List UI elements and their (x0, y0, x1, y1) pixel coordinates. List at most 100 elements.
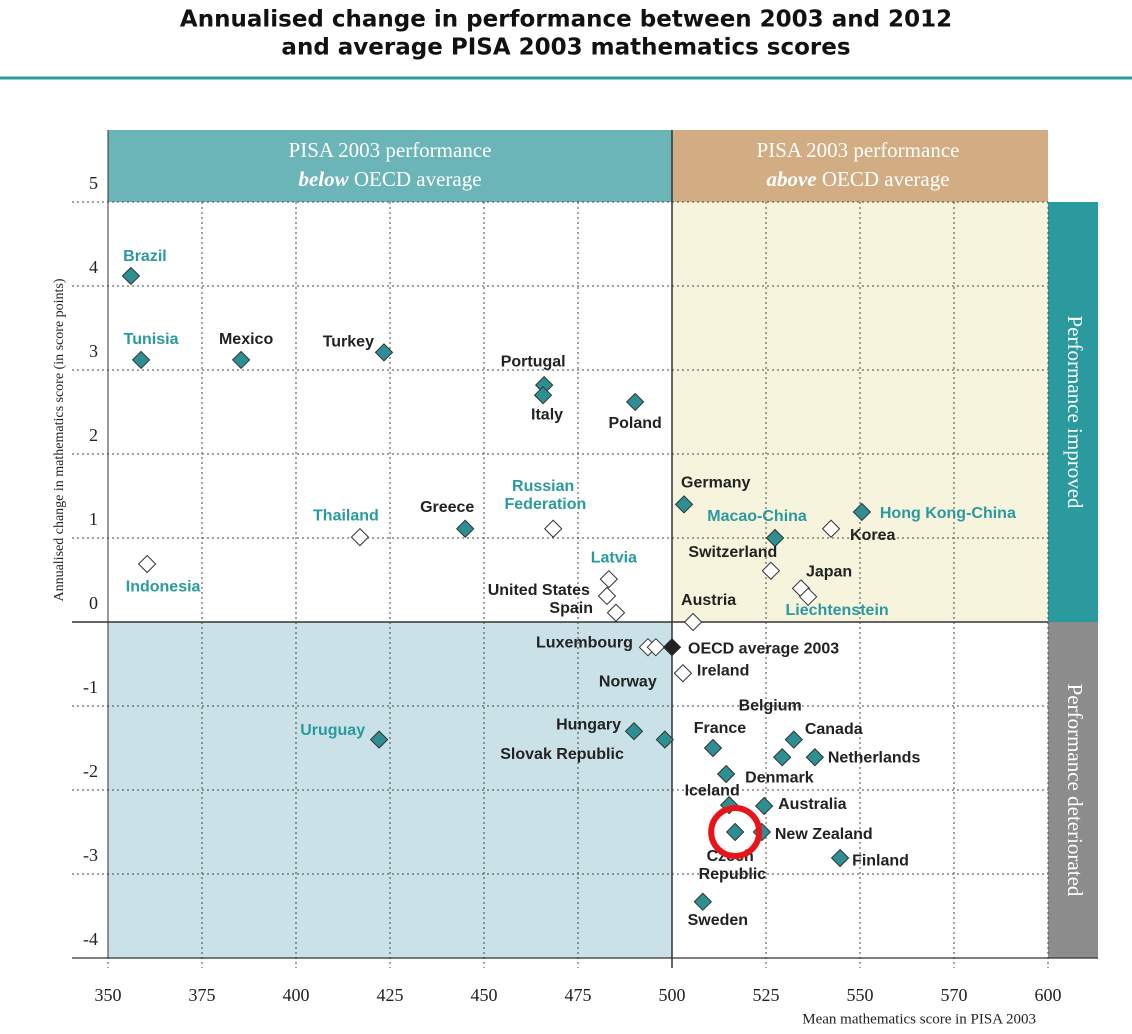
x-tick-label: 350 (95, 985, 122, 1005)
point (646, 637, 666, 657)
point-label: Thailand (313, 507, 379, 524)
point-label: Indonesia (126, 578, 201, 595)
point-label: Denmark (745, 769, 814, 786)
point (683, 612, 703, 632)
point-label: Luxembourg (536, 634, 633, 651)
x-tick-label: 600 (1035, 985, 1062, 1005)
point (606, 603, 626, 622)
point (703, 738, 723, 758)
point-label: Iceland (685, 782, 740, 799)
point-label: Brazil (123, 248, 167, 265)
point-label: Switzerland (688, 544, 777, 561)
point-label: Latvia (591, 549, 637, 566)
point-label: Mexico (219, 331, 273, 348)
point (798, 587, 818, 607)
y-tick-label: -2 (83, 761, 98, 781)
point-label: Netherlands (828, 749, 921, 766)
point-label: Germany (681, 475, 750, 492)
x-tick-label: 450 (471, 985, 498, 1005)
point-label: Australia (778, 796, 847, 813)
point-label: Russian Federation (500, 478, 586, 513)
point-label: Austria (681, 592, 736, 609)
point-label: Italy (531, 406, 563, 423)
point-label: Slovak Republic (500, 746, 624, 763)
y-tick-label: -3 (83, 845, 98, 865)
y-tick-label: 4 (89, 257, 98, 277)
point (674, 495, 694, 514)
chart-title: Annualised change in performance between… (180, 7, 952, 33)
label-line: Federation (500, 496, 586, 513)
point (784, 730, 804, 749)
point-label: Poland (608, 415, 661, 432)
x-tick-label: 475 (565, 985, 592, 1005)
label-line: Republic (694, 866, 766, 883)
header-text: below OECD average (298, 167, 481, 191)
y-tick-label: 0 (89, 593, 98, 613)
y-axis-label: Annualised change in mathematics score (… (52, 278, 67, 601)
header-right (672, 130, 1048, 202)
point-label: New Zealand (775, 826, 873, 843)
point (374, 343, 394, 362)
point-label: Korea (850, 527, 895, 544)
point (772, 748, 792, 767)
x-tick-label: 500 (659, 985, 686, 1005)
point-label: Turkey (323, 334, 374, 351)
point-label: Macao-China (707, 508, 807, 525)
point (369, 730, 389, 749)
y-tick-label: 2 (89, 425, 98, 445)
point-label: Spain (549, 600, 593, 617)
point-label: Belgium (739, 697, 802, 714)
header-text: PISA 2003 performance (289, 138, 492, 162)
header-emph: below (298, 167, 349, 191)
point (693, 892, 713, 911)
point-label: Sweden (688, 912, 748, 929)
point (599, 569, 619, 589)
y-tick-label: 5 (89, 173, 98, 193)
side-label: Performance improved (1063, 315, 1087, 509)
side-band-top (1048, 202, 1098, 622)
point-label: Hungary (556, 716, 621, 733)
point (765, 528, 785, 548)
header-text: above OECD average (766, 167, 949, 191)
point-label: Canada (805, 721, 863, 738)
point (852, 502, 872, 522)
point (716, 764, 736, 784)
x-tick-label: 550 (847, 985, 874, 1005)
point (131, 350, 151, 370)
point (662, 637, 682, 657)
point (655, 730, 675, 749)
y-tick-label: -1 (83, 677, 98, 697)
point-label: Liechtenstein (786, 602, 889, 619)
point (725, 822, 745, 842)
point (597, 586, 617, 606)
y-tick-label: 1 (89, 509, 98, 529)
point (754, 796, 774, 816)
point (350, 527, 370, 547)
point-label: Portugal (501, 353, 566, 370)
point (231, 350, 251, 370)
point-label: Norway (599, 673, 657, 690)
x-tick-label: 400 (283, 985, 310, 1005)
y-tick-label: -4 (83, 929, 98, 949)
x-tick-label: 375 (189, 985, 216, 1005)
point (761, 561, 781, 580)
x-tick-label: 570 (941, 985, 968, 1005)
header-text: PISA 2003 performance (757, 138, 960, 162)
point-label: France (694, 720, 747, 737)
point (625, 392, 645, 412)
x-axis-label: Mean mathematics score in PISA 2003 (802, 1011, 1036, 1027)
header-emph: above (766, 167, 816, 191)
point-label: Japan (806, 564, 852, 581)
label-line: Russian (512, 478, 574, 495)
grid: -4 -3 -2 -1 0 1 2 3 4 5 350 375 400 425 450 475 500 525 55… (72, 130, 1098, 1005)
point (673, 664, 693, 683)
x-tick-label: 525 (753, 985, 780, 1005)
point (821, 519, 841, 538)
point (624, 721, 644, 741)
point-label: Ireland (697, 662, 749, 679)
point (805, 748, 825, 767)
point-label: Greece (420, 499, 474, 516)
point (543, 519, 563, 538)
point-label: United States (488, 582, 590, 599)
